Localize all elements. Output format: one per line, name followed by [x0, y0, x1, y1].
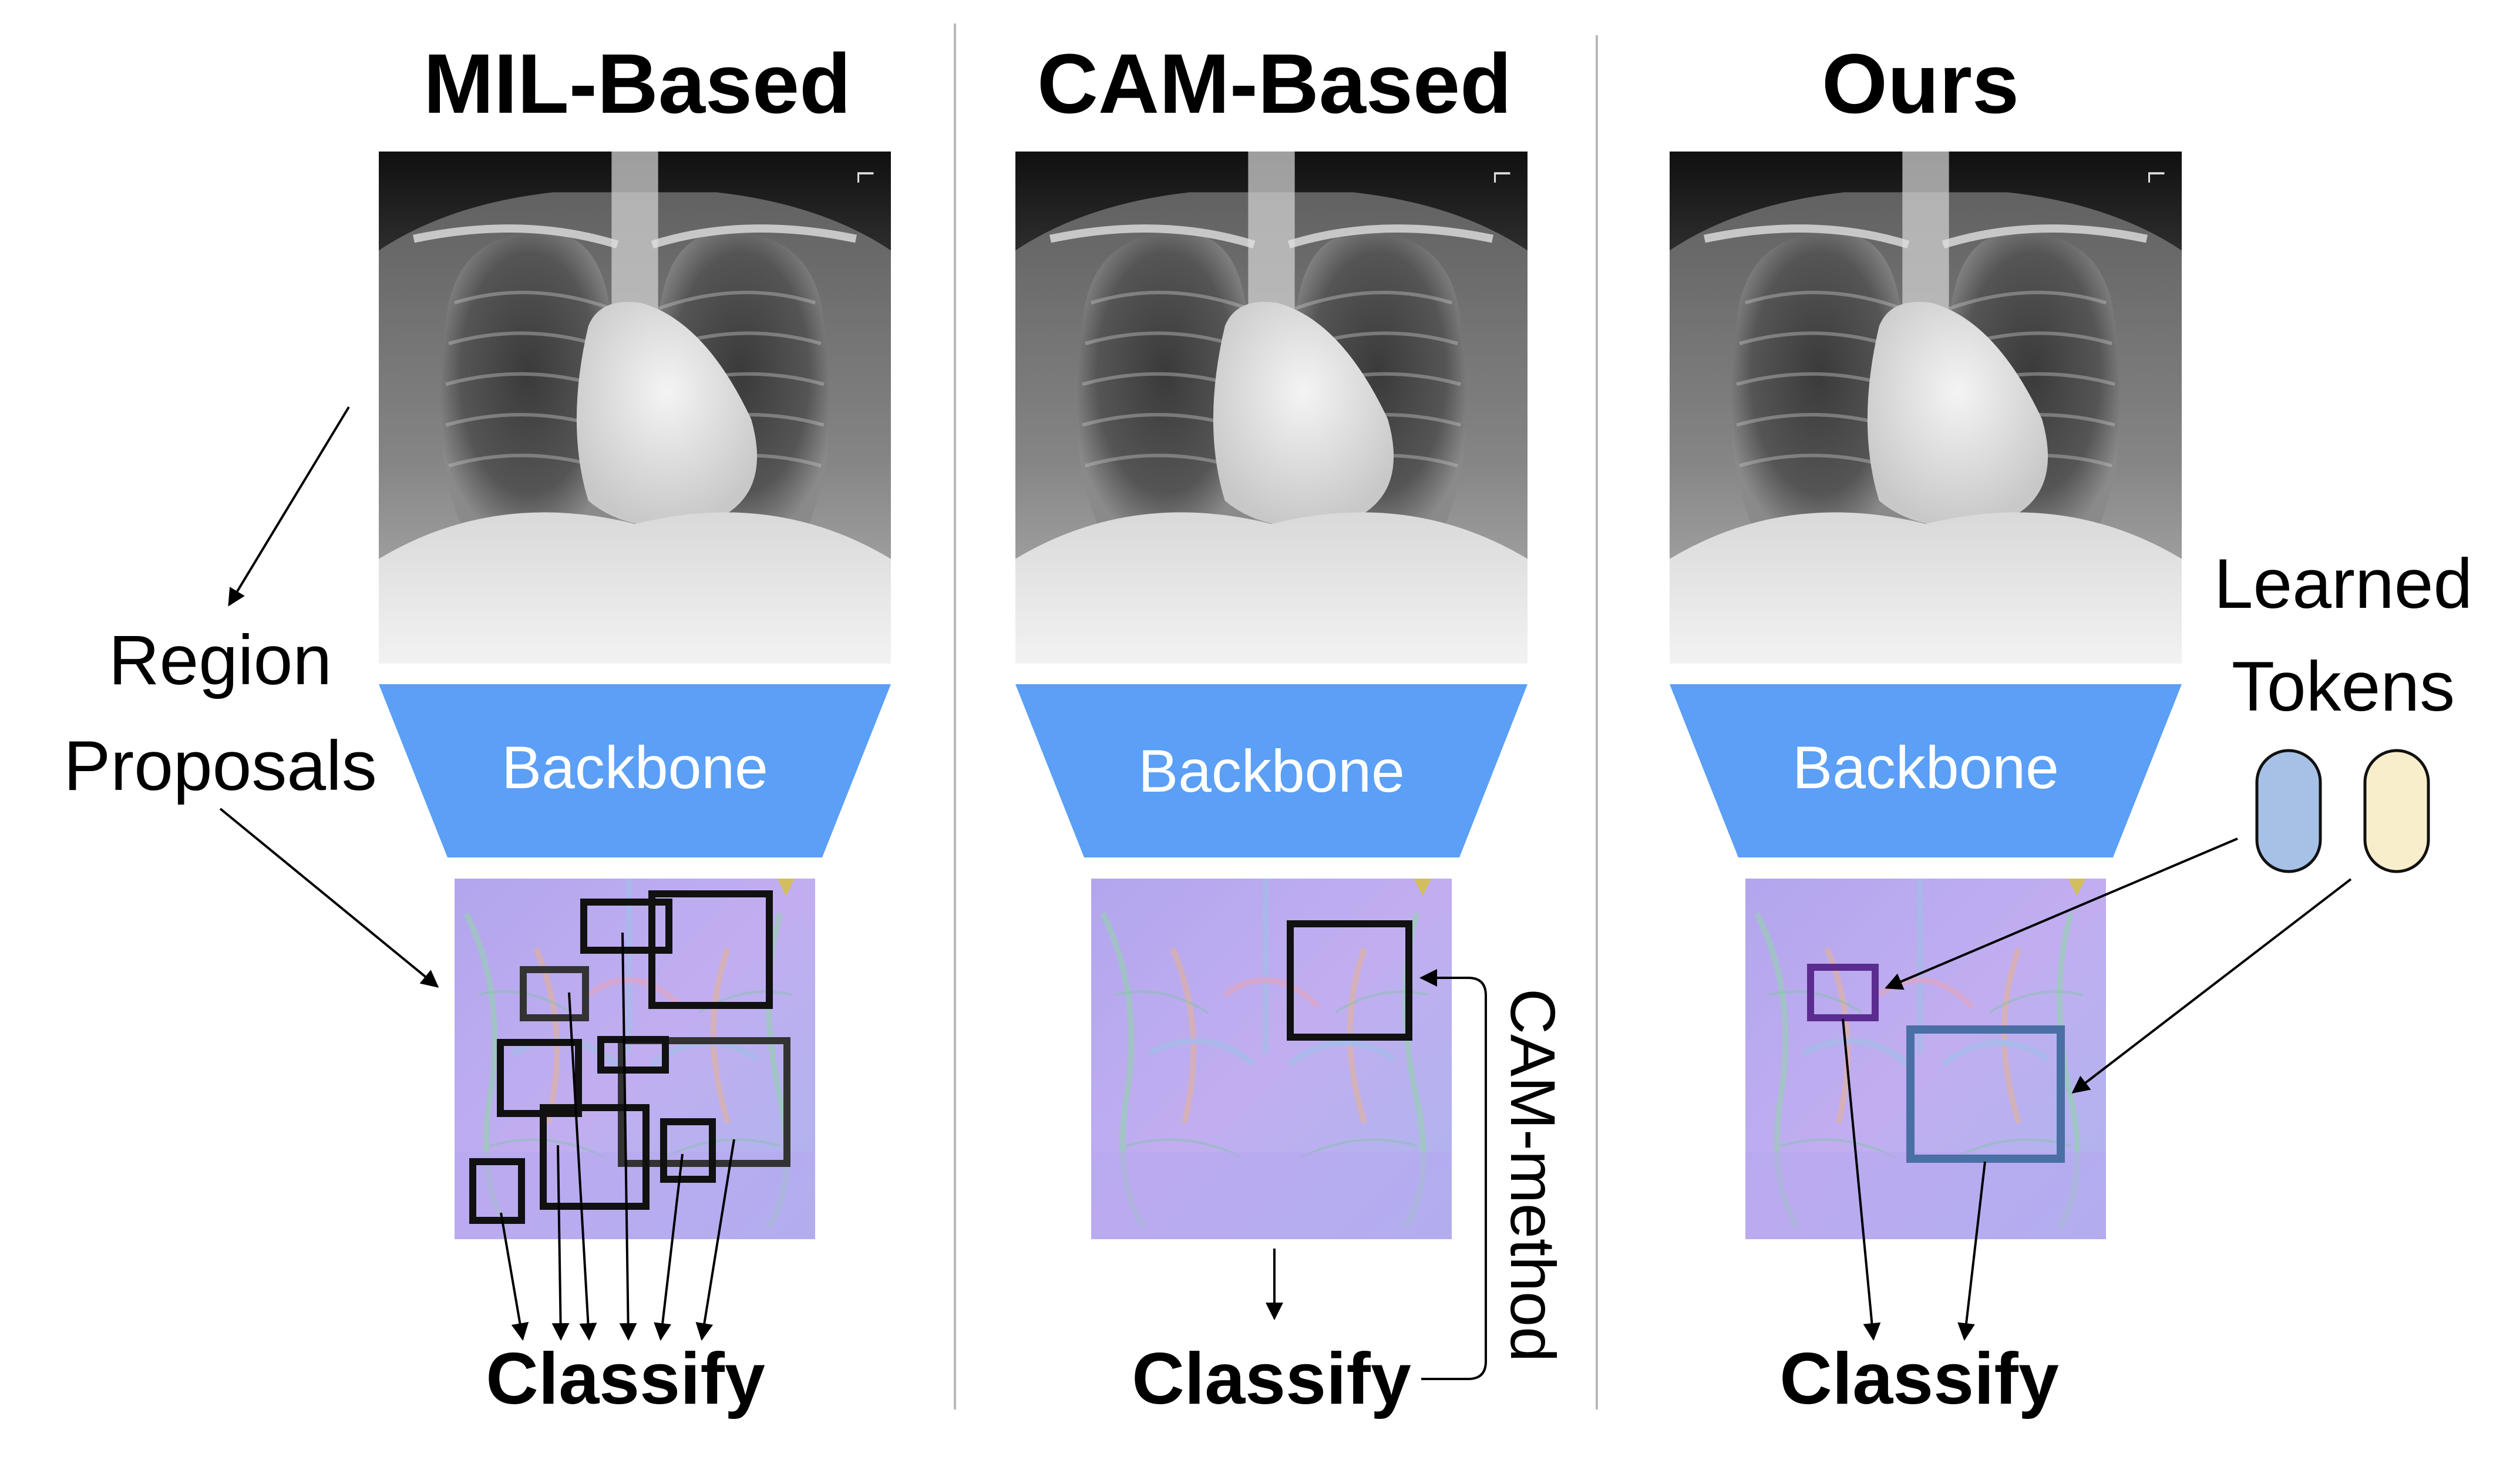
proposal-to-classify-arrows	[500, 932, 735, 1341]
cam-feedback-loop	[1419, 969, 1487, 1380]
backbone-label: Backbone	[1138, 738, 1405, 805]
backbone-label: Backbone	[502, 734, 768, 801]
box-to-classify-arrows	[1842, 1018, 1986, 1341]
backbone-label: Backbone	[1792, 734, 2059, 801]
cam-method-label: CAM-method	[1498, 988, 1569, 1362]
arrow-to-region-label	[228, 406, 350, 607]
panel-mil-based: MIL-Based L Backbone	[63, 36, 891, 1419]
panel-title: CAM-Based	[1037, 36, 1512, 131]
xray-marker: L	[2143, 170, 2169, 183]
classify-label: Classify	[1779, 1338, 2059, 1419]
region-proposal-boxes	[469, 890, 790, 1224]
svg-text:Tokens: Tokens	[2232, 647, 2455, 726]
feature-map	[1745, 879, 2106, 1239]
svg-text:Learned: Learned	[2214, 544, 2472, 623]
learned-tokens-annotation: Learned Tokens	[2214, 544, 2472, 873]
panel-title: Ours	[1822, 36, 2019, 131]
token-arrows	[1885, 837, 2352, 1094]
backbone-block: Backbone	[1015, 684, 1528, 857]
backbone-block: Backbone	[1670, 684, 2182, 857]
svg-text:Region: Region	[109, 621, 332, 699]
panel-ours: Ours L Backbone Learned Tokens	[1670, 36, 2472, 1419]
feature-map	[455, 879, 815, 1239]
xray-marker: L	[852, 170, 878, 183]
svg-text:Proposals: Proposals	[63, 726, 377, 805]
chest-xray-image: L	[1670, 152, 2182, 664]
classify-label: Classify	[1132, 1338, 1411, 1419]
panel-cam-based: CAM-Based L Backbone CAM-method Classify	[1015, 36, 1569, 1419]
xray-marker: L	[1489, 170, 1515, 183]
chest-xray-image: L	[1015, 152, 1528, 664]
chest-xray-image: L	[379, 152, 891, 664]
token-region-box-purple	[1807, 964, 1879, 1021]
token-region-box-blue	[1906, 1025, 2065, 1163]
region-proposals-annotation: Region Proposals	[63, 406, 439, 988]
learned-token-blue	[2255, 749, 2322, 873]
learned-token-yellow	[2363, 749, 2430, 873]
classify-label: Classify	[486, 1338, 765, 1419]
feature-map	[1091, 879, 1452, 1239]
panel-title: MIL-Based	[423, 36, 851, 131]
backbone-block: Backbone	[379, 684, 891, 857]
arrow-to-feature-map	[219, 808, 439, 988]
cam-region-box	[1287, 920, 1412, 1041]
